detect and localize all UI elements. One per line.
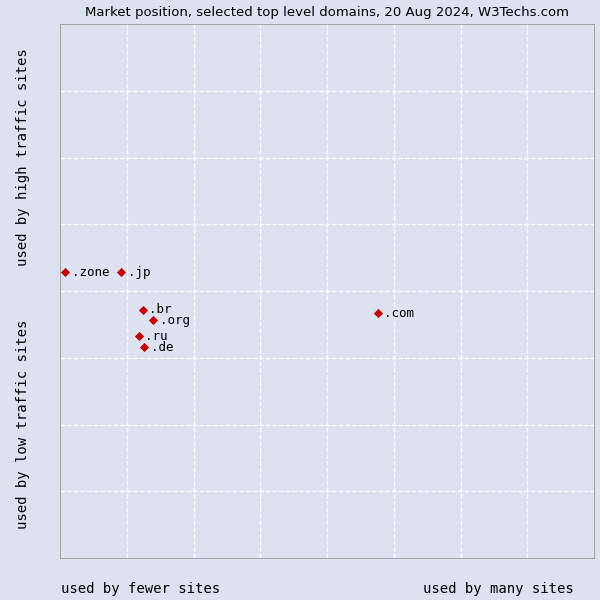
Text: .de: .de	[151, 341, 173, 353]
Point	[149, 316, 158, 325]
Text: used by fewer sites: used by fewer sites	[61, 582, 220, 596]
Text: used by many sites: used by many sites	[422, 582, 573, 596]
Text: .com: .com	[384, 307, 414, 320]
Point	[373, 308, 383, 318]
Text: .zone: .zone	[72, 266, 109, 279]
Text: used by low traffic sites: used by low traffic sites	[16, 320, 29, 529]
Text: .jp: .jp	[128, 266, 151, 279]
Text: .ru: .ru	[145, 330, 168, 343]
Point	[116, 268, 126, 277]
Title: Market position, selected top level domains, 20 Aug 2024, W3Techs.com: Market position, selected top level doma…	[85, 5, 569, 19]
Point	[140, 342, 149, 352]
Text: used by high traffic sites: used by high traffic sites	[16, 49, 29, 266]
Point	[138, 305, 148, 314]
Text: .org: .org	[160, 314, 190, 327]
Point	[61, 268, 70, 277]
Point	[134, 332, 144, 341]
Text: .br: .br	[149, 303, 172, 316]
